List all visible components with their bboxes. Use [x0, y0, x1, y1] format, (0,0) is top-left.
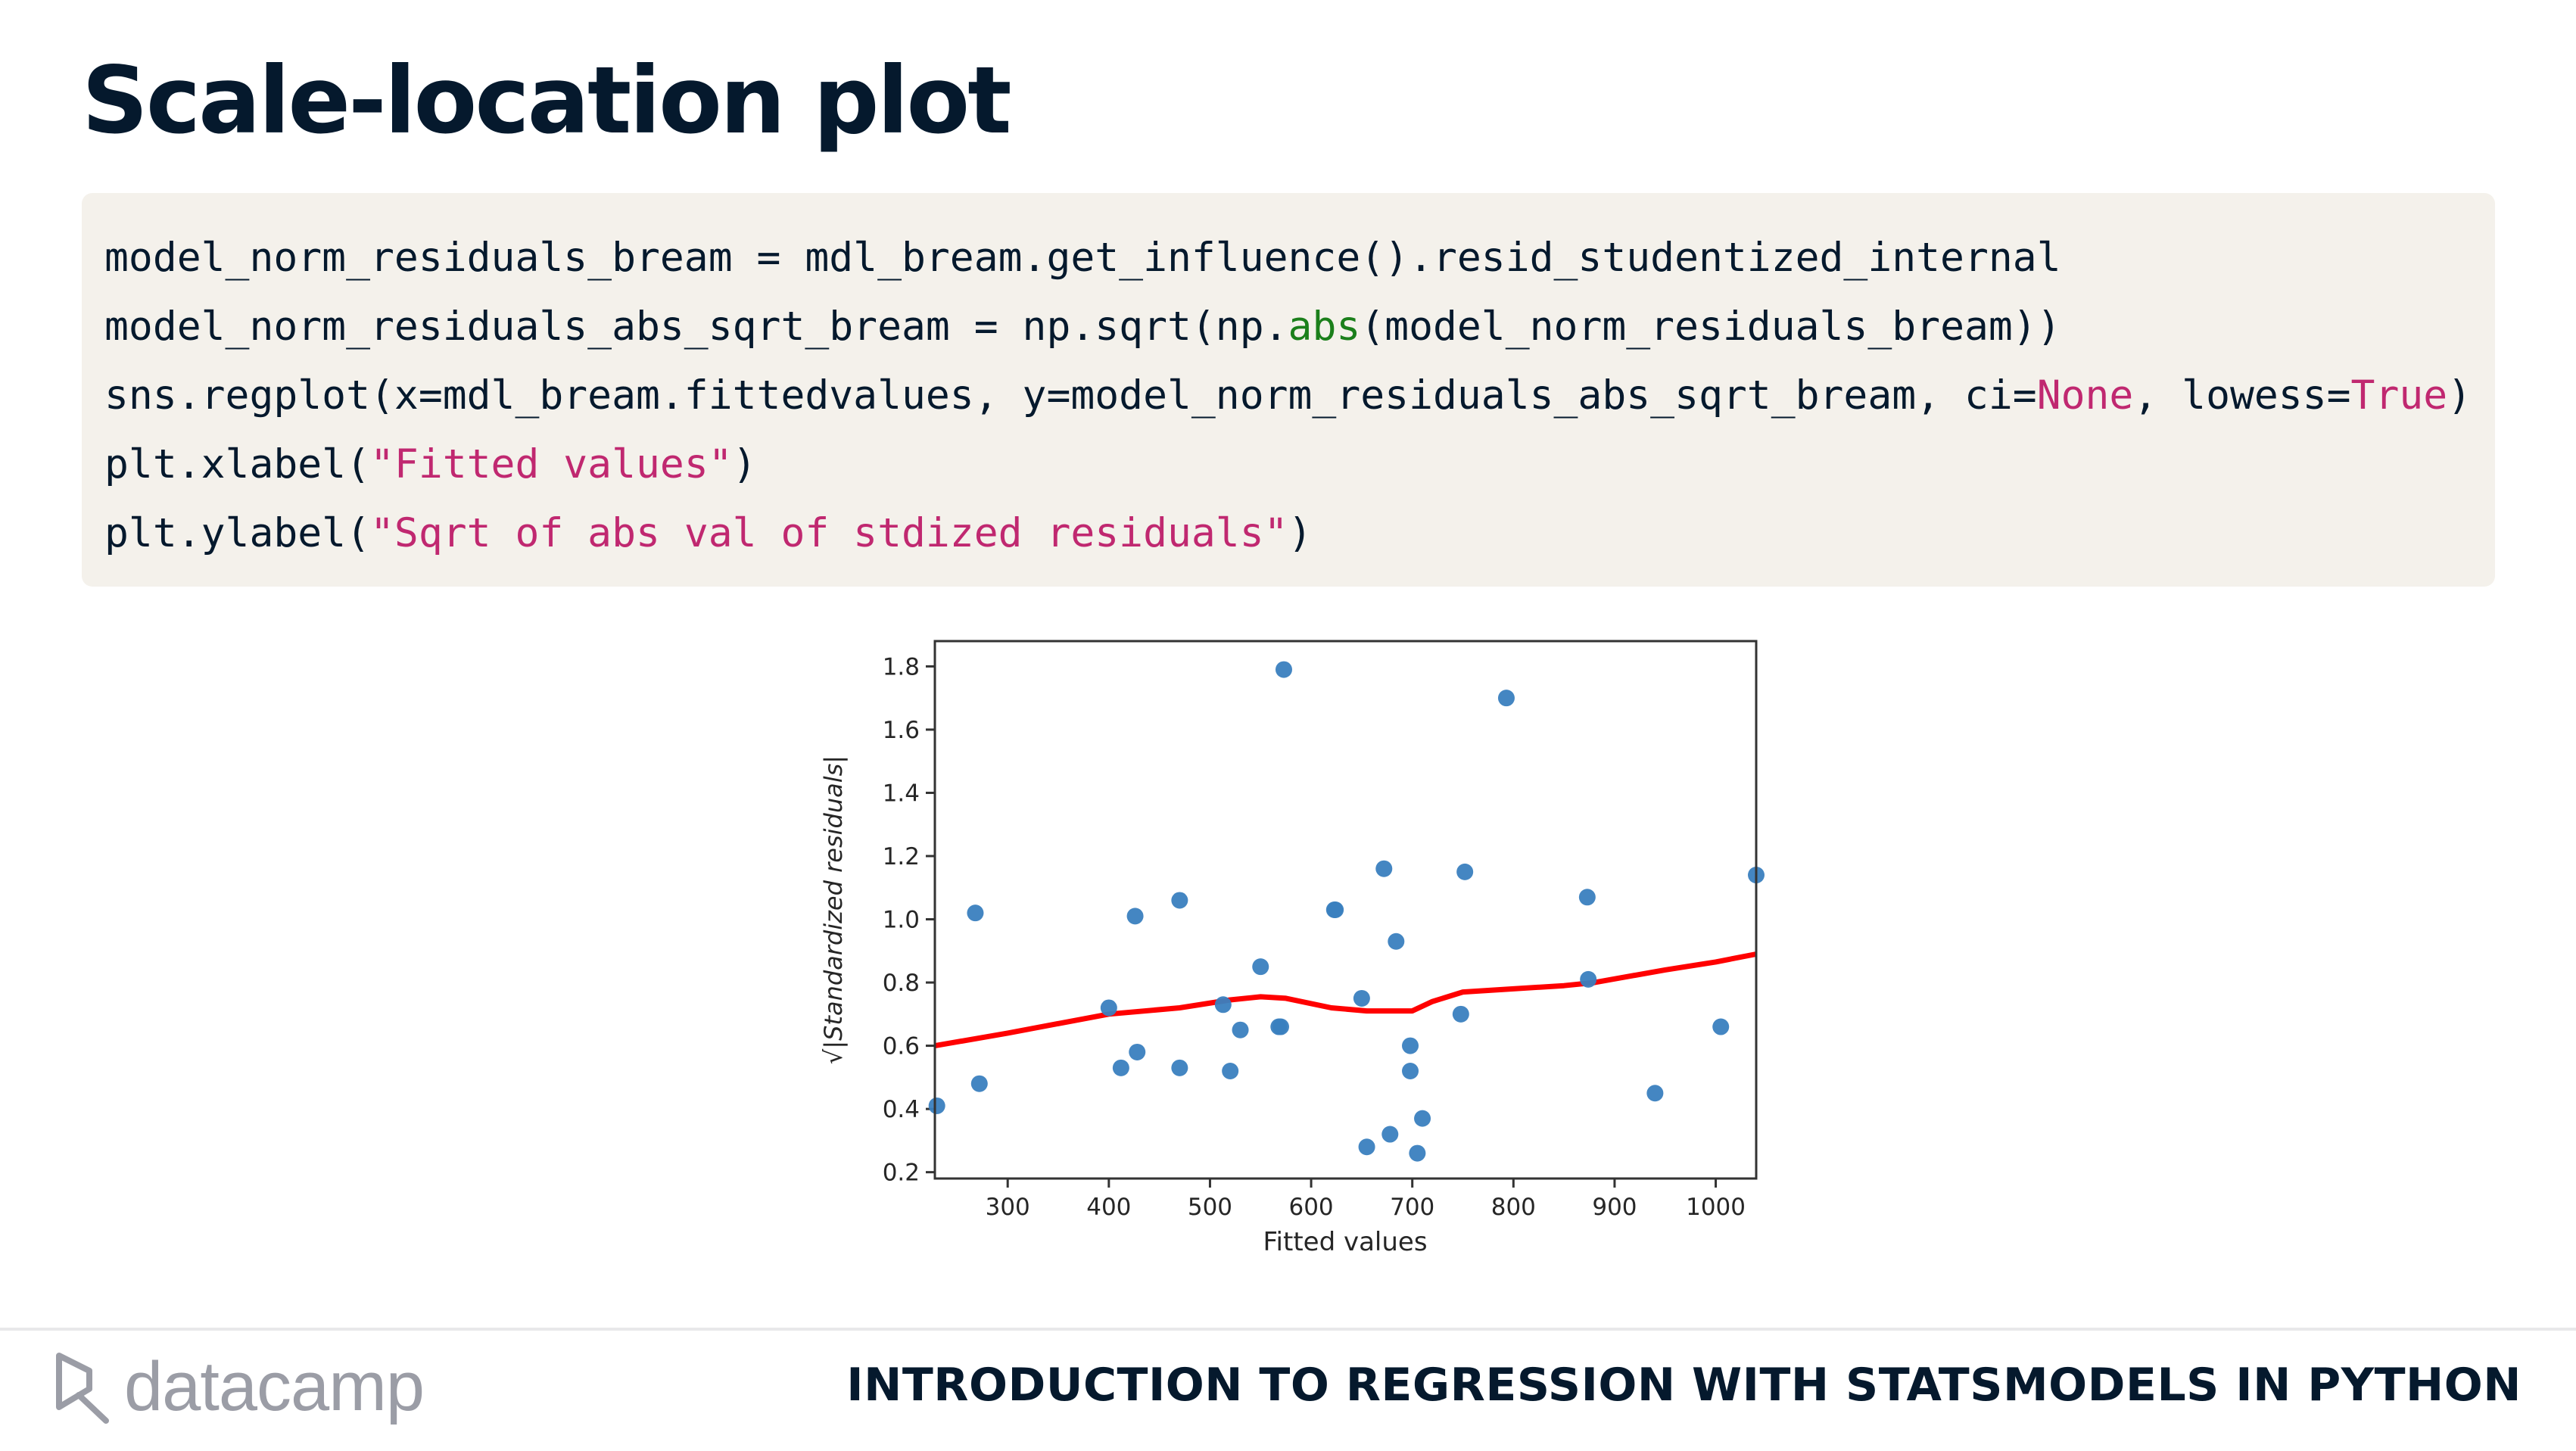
y-tick-label: 1.0: [883, 907, 920, 934]
code-text: ): [732, 441, 757, 487]
y-tick-label: 0.2: [883, 1160, 920, 1187]
y-tick-label: 1.8: [883, 653, 920, 680]
y-tick-label: 0.8: [883, 970, 920, 997]
x-tick-label: 700: [1390, 1194, 1434, 1221]
footer-divider: [0, 1328, 2576, 1331]
data-point: [1275, 661, 1292, 678]
data-point: [1646, 1085, 1664, 1102]
data-point: [1126, 908, 1144, 925]
code-line: model_norm_residuals_abs_sqrt_bream = np…: [104, 292, 2495, 361]
code-line: plt.ylabel("Sqrt of abs val of stdized r…: [104, 499, 2495, 568]
data-point: [1222, 1063, 1239, 1079]
data-point: [1712, 1018, 1730, 1035]
data-point: [1388, 933, 1405, 950]
code-text: ): [1288, 510, 1313, 556]
y-tick-label: 0.4: [883, 1096, 920, 1123]
data-point: [1214, 996, 1232, 1014]
x-axis-ticks: 300 400 500 600 700 800 900 1000: [986, 1179, 1746, 1221]
data-point: [1129, 1043, 1146, 1060]
data-point: [1580, 970, 1597, 988]
x-tick-label: 600: [1288, 1194, 1333, 1221]
y-tick-label: 1.4: [883, 780, 920, 807]
code-text: (model_norm_residuals_bream)): [1360, 304, 2061, 350]
code-text: , lowess=: [2133, 372, 2351, 419]
lowess-line: [934, 951, 1757, 1049]
code-string: "Fitted values": [370, 441, 733, 487]
code-text: model_norm_residuals_abs_sqrt_bream = np…: [104, 304, 1288, 350]
data-point: [1232, 1021, 1249, 1038]
data-point: [1171, 892, 1188, 909]
x-tick-label: 400: [1086, 1194, 1131, 1221]
code-line: plt.xlabel("Fitted values"): [104, 430, 2495, 499]
x-tick-label: 500: [1188, 1194, 1232, 1221]
data-point: [967, 905, 984, 922]
data-point: [1381, 1126, 1399, 1143]
plot-frame: [933, 640, 1758, 1180]
code-string: "Sqrt of abs val of stdized residuals": [370, 510, 1288, 556]
data-point: [1112, 1059, 1129, 1076]
data-point: [1497, 690, 1515, 707]
data-point: [1578, 889, 1596, 906]
y-tick-label: 1.6: [883, 717, 920, 744]
code-text: ): [2447, 372, 2472, 419]
code-line: model_norm_residuals_bream = mdl_bream.g…: [104, 223, 2495, 292]
x-tick-label: 300: [986, 1194, 1030, 1221]
data-point: [1402, 1037, 1419, 1054]
data-point: [1272, 1018, 1289, 1035]
code-constant: None: [2036, 372, 2134, 419]
data-point: [1353, 989, 1370, 1007]
data-point: [970, 1075, 988, 1092]
data-point: [1414, 1110, 1431, 1127]
course-title: INTRODUCTION TO REGRESSION WITH STATSMOD…: [846, 1359, 2521, 1412]
x-tick-label: 1000: [1686, 1194, 1746, 1221]
datacamp-logo-icon: [56, 1352, 109, 1424]
x-tick-label: 800: [1491, 1194, 1536, 1221]
code-constant: True: [2350, 372, 2448, 419]
code-text: plt.ylabel(: [104, 510, 370, 556]
data-point: [1252, 958, 1269, 976]
data-point: [1375, 860, 1393, 877]
y-tick-label: 1.2: [883, 843, 920, 870]
data-points: [928, 661, 1765, 1162]
data-point: [1456, 863, 1474, 880]
code-block: model_norm_residuals_bream = mdl_bream.g…: [82, 193, 2495, 587]
x-tick-label: 900: [1592, 1194, 1637, 1221]
data-point: [1327, 901, 1344, 918]
y-axis-label: √|Standardized residuals|: [819, 755, 848, 1064]
data-point: [1402, 1063, 1419, 1079]
data-point: [1100, 999, 1117, 1017]
data-point: [1409, 1144, 1426, 1162]
code-builtin: abs: [1288, 304, 1361, 350]
scale-location-chart: 0.2 0.4 0.6 0.8 1.0 1.2 1.4 1.6 1.8 300 400 500 600…: [819, 640, 1765, 1257]
code-line: sns.regplot(x=mdl_bream.fittedvalues, y=…: [104, 361, 2495, 430]
data-point: [928, 1097, 945, 1114]
page-title: Scale-location plot: [82, 47, 1012, 154]
code-text: plt.xlabel(: [104, 441, 370, 487]
data-point: [1358, 1138, 1375, 1156]
y-axis-ticks: 0.2 0.4 0.6 0.8 1.0 1.2 1.4 1.6 1.8: [883, 653, 935, 1187]
code-text: sns.regplot(x=mdl_bream.fittedvalues, y=…: [104, 372, 2037, 419]
code-text: model_norm_residuals_bream = mdl_bream.g…: [104, 235, 2061, 281]
x-axis-label: Fitted values: [1263, 1227, 1427, 1257]
datacamp-logo: datacamp: [53, 1347, 425, 1427]
logo-wordmark: datacamp: [124, 1348, 425, 1425]
data-point: [1171, 1059, 1188, 1076]
lowess-curve-group: [934, 951, 1757, 1049]
y-tick-label: 0.6: [883, 1033, 920, 1060]
data-point: [1452, 1005, 1469, 1023]
